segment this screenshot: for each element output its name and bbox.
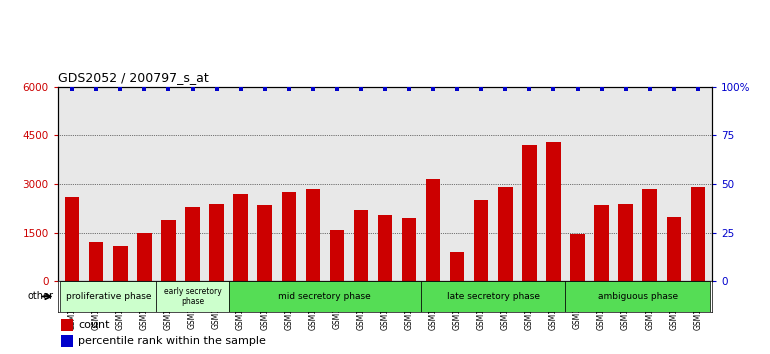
Bar bbox=[89, 242, 103, 281]
Text: GSM109831: GSM109831 bbox=[404, 283, 413, 330]
Text: GSM109818: GSM109818 bbox=[573, 283, 582, 329]
Point bbox=[619, 86, 631, 91]
Text: GSM109835: GSM109835 bbox=[453, 283, 462, 330]
Bar bbox=[229, 281, 421, 312]
Text: GSM109814: GSM109814 bbox=[68, 283, 77, 330]
Text: GSM109828: GSM109828 bbox=[333, 283, 341, 329]
Point bbox=[259, 86, 271, 91]
Bar bbox=[618, 204, 633, 281]
Text: GSM109837: GSM109837 bbox=[500, 283, 510, 330]
Point bbox=[451, 86, 464, 91]
Point bbox=[644, 86, 656, 91]
Bar bbox=[498, 187, 513, 281]
Bar bbox=[209, 204, 224, 281]
Text: GSM109825: GSM109825 bbox=[260, 283, 269, 330]
Point bbox=[90, 86, 102, 91]
Bar bbox=[402, 218, 417, 281]
Text: GSM109815: GSM109815 bbox=[92, 283, 101, 330]
Point bbox=[234, 86, 246, 91]
Text: GSM109838: GSM109838 bbox=[525, 283, 534, 330]
Point bbox=[139, 86, 151, 91]
Text: GSM109821: GSM109821 bbox=[188, 283, 197, 329]
Point bbox=[571, 86, 584, 91]
Bar bbox=[522, 145, 537, 281]
Bar bbox=[667, 217, 681, 281]
Text: GSM109834: GSM109834 bbox=[429, 283, 437, 330]
Text: proliferative phase: proliferative phase bbox=[65, 292, 151, 301]
Point bbox=[114, 86, 126, 91]
Bar bbox=[257, 205, 272, 281]
Text: GSM109817: GSM109817 bbox=[140, 283, 149, 330]
Text: GSM109820: GSM109820 bbox=[164, 283, 173, 330]
Text: GSM109840: GSM109840 bbox=[693, 283, 702, 330]
Point bbox=[283, 86, 295, 91]
Point bbox=[547, 86, 560, 91]
Text: late secretory phase: late secretory phase bbox=[447, 292, 540, 301]
Bar bbox=[61, 319, 73, 331]
Point bbox=[668, 86, 680, 91]
Text: GSM109836: GSM109836 bbox=[477, 283, 486, 330]
Bar bbox=[378, 215, 392, 281]
Bar bbox=[474, 200, 488, 281]
Text: GSM109816: GSM109816 bbox=[116, 283, 125, 330]
Bar bbox=[186, 207, 199, 281]
Text: GSM109832: GSM109832 bbox=[645, 283, 654, 330]
Point bbox=[524, 86, 536, 91]
Text: GSM109823: GSM109823 bbox=[621, 283, 630, 330]
Bar bbox=[421, 281, 565, 312]
Text: early secretory
phase: early secretory phase bbox=[163, 287, 222, 306]
Bar bbox=[282, 192, 296, 281]
Point bbox=[162, 86, 175, 91]
Text: count: count bbox=[78, 320, 109, 330]
Text: GSM109830: GSM109830 bbox=[380, 283, 390, 330]
Point bbox=[475, 86, 487, 91]
Point bbox=[427, 86, 439, 91]
Text: GSM109824: GSM109824 bbox=[236, 283, 245, 330]
Point bbox=[306, 86, 319, 91]
Text: other: other bbox=[28, 291, 54, 302]
Bar bbox=[565, 281, 710, 312]
Point bbox=[355, 86, 367, 91]
Bar bbox=[450, 252, 464, 281]
Bar bbox=[233, 194, 248, 281]
Bar bbox=[691, 187, 705, 281]
Point bbox=[210, 86, 223, 91]
Text: percentile rank within the sample: percentile rank within the sample bbox=[78, 336, 266, 346]
Text: GDS2052 / 200797_s_at: GDS2052 / 200797_s_at bbox=[58, 71, 209, 84]
Text: GSM109839: GSM109839 bbox=[549, 283, 558, 330]
Text: GSM109822: GSM109822 bbox=[212, 283, 221, 329]
Bar bbox=[306, 189, 320, 281]
Text: GSM109826: GSM109826 bbox=[284, 283, 293, 330]
Bar bbox=[156, 281, 229, 312]
Bar bbox=[571, 234, 584, 281]
Point bbox=[330, 86, 343, 91]
Point bbox=[66, 86, 79, 91]
Point bbox=[691, 86, 704, 91]
Bar bbox=[353, 210, 368, 281]
Point bbox=[595, 86, 608, 91]
Text: GSM109829: GSM109829 bbox=[357, 283, 366, 330]
Bar bbox=[594, 205, 609, 281]
Bar bbox=[330, 229, 344, 281]
Bar bbox=[546, 142, 561, 281]
Bar bbox=[161, 220, 176, 281]
Bar bbox=[65, 197, 79, 281]
Text: ambiguous phase: ambiguous phase bbox=[598, 292, 678, 301]
Point bbox=[403, 86, 415, 91]
Bar bbox=[113, 246, 128, 281]
Text: GSM109819: GSM109819 bbox=[597, 283, 606, 330]
Point bbox=[499, 86, 511, 91]
Bar bbox=[137, 233, 152, 281]
Text: GSM109827: GSM109827 bbox=[308, 283, 317, 330]
Text: GSM109833: GSM109833 bbox=[669, 283, 678, 330]
Point bbox=[186, 86, 199, 91]
Point bbox=[379, 86, 391, 91]
Text: mid secretory phase: mid secretory phase bbox=[279, 292, 371, 301]
Bar bbox=[60, 281, 156, 312]
Bar bbox=[61, 335, 73, 347]
Bar bbox=[426, 179, 440, 281]
Bar bbox=[642, 189, 657, 281]
